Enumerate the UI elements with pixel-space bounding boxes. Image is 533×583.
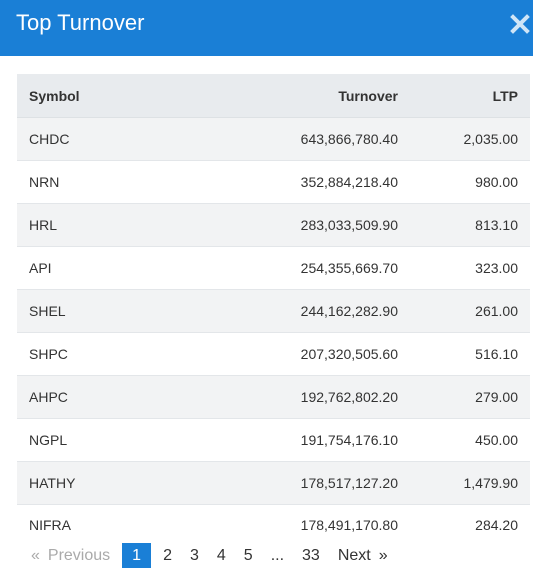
turnover-table: Symbol Turnover LTP CHDC 643,866,780.40 … [17, 74, 530, 545]
ltp-cell: 284.20 [410, 504, 530, 545]
modal-title: Top Turnover [16, 10, 145, 35]
symbol-cell: SHEL [17, 289, 196, 333]
table-row: CHDC 643,866,780.40 2,035.00 [17, 117, 530, 161]
page-button-3[interactable]: 3 [189, 547, 199, 564]
ltp-cell: 323.00 [410, 246, 530, 290]
page-button-2[interactable]: 2 [163, 547, 172, 564]
table-row: API 254,355,669.70 323.00 [17, 246, 530, 290]
turnover-cell: 207,320,505.60 [196, 332, 410, 376]
symbol-cell: NRN [17, 160, 196, 204]
page-button-5[interactable]: 5 [243, 547, 253, 564]
table-row: HRL 283,033,509.90 813.10 [17, 203, 530, 247]
turnover-cell: 178,517,127.20 [196, 461, 410, 505]
symbol-cell: SHPC [17, 332, 196, 376]
symbol-cell: API [17, 246, 196, 290]
table-row: AHPC 192,762,802.20 279.00 [17, 375, 530, 419]
pagination-ellipsis: ... [270, 547, 285, 564]
table-row: NGPL 191,754,176.10 450.00 [17, 418, 530, 462]
close-button[interactable] [510, 12, 530, 36]
pagination: « Previous 1 2 3 4 5 ... 33 Next » [22, 543, 397, 568]
table-header-row: Symbol Turnover LTP [17, 74, 530, 118]
table-row: NRN 352,884,218.40 980.00 [17, 160, 530, 204]
symbol-cell: CHDC [17, 117, 196, 161]
symbol-cell: HATHY [17, 461, 196, 505]
page-button-33[interactable]: 33 [302, 547, 320, 564]
turnover-cell: 283,033,509.90 [196, 203, 410, 247]
previous-page-button[interactable]: « Previous [22, 543, 119, 568]
table-row: HATHY 178,517,127.20 1,479.90 [17, 461, 530, 505]
turnover-cell: 244,162,282.90 [196, 289, 410, 333]
ltp-cell: 261.00 [410, 289, 530, 333]
left-double-arrow-icon: « [31, 547, 40, 564]
turnover-cell: 254,355,669.70 [196, 246, 410, 290]
table-row: SHEL 244,162,282.90 261.00 [17, 289, 530, 333]
page-button-4[interactable]: 4 [216, 547, 226, 564]
symbol-cell: HRL [17, 203, 196, 247]
table-row: NIFRA 178,491,170.80 284.20 [17, 504, 530, 545]
symbol-cell: NGPL [17, 418, 196, 462]
turnover-cell: 178,491,170.80 [196, 504, 410, 545]
column-header-turnover[interactable]: Turnover [196, 74, 410, 118]
turnover-cell: 352,884,218.40 [196, 160, 410, 204]
right-double-arrow-icon: » [378, 547, 388, 564]
turnover-cell: 192,762,802.20 [196, 375, 410, 419]
column-header-symbol[interactable]: Symbol [17, 74, 196, 118]
turnover-cell: 191,754,176.10 [196, 418, 410, 462]
close-icon [510, 14, 530, 34]
turnover-cell: 643,866,780.40 [196, 117, 410, 161]
table-row: SHPC 207,320,505.60 516.10 [17, 332, 530, 376]
column-header-ltp[interactable]: LTP [410, 74, 530, 118]
ltp-cell: 813.10 [410, 203, 530, 247]
ltp-cell: 1,479.90 [410, 461, 530, 505]
ltp-cell: 450.00 [410, 418, 530, 462]
ltp-cell: 2,035.00 [410, 117, 530, 161]
previous-label: Previous [47, 547, 111, 564]
symbol-cell: NIFRA [17, 504, 196, 545]
ltp-cell: 516.10 [410, 332, 530, 376]
symbol-cell: AHPC [17, 375, 196, 419]
next-page-button[interactable]: Next » [329, 543, 397, 568]
modal-header: Top Turnover [0, 0, 533, 56]
ltp-cell: 980.00 [410, 160, 530, 204]
page-button-1[interactable]: 1 [122, 543, 152, 568]
ltp-cell: 279.00 [410, 375, 530, 419]
next-label: Next [337, 547, 371, 564]
